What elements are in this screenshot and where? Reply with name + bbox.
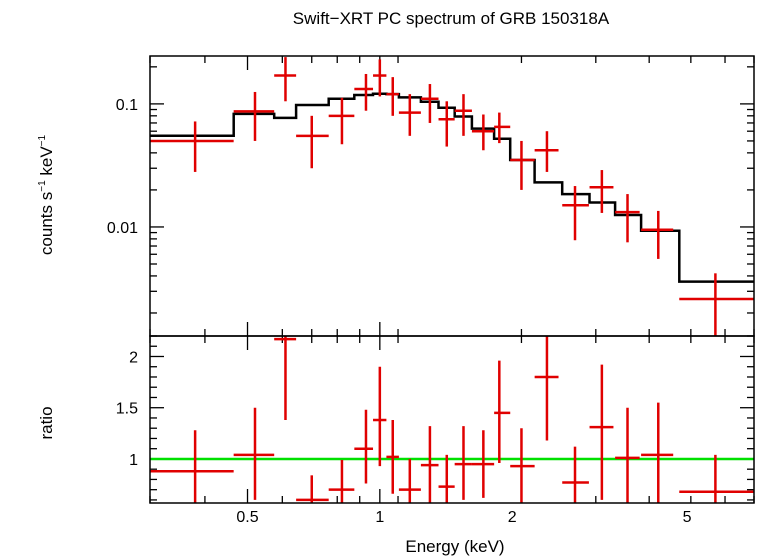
spectrum-point	[494, 112, 511, 144]
spectrum-point	[641, 210, 674, 259]
spectrum-data-points	[150, 57, 754, 336]
spectrum-point	[398, 94, 421, 136]
spectrum-point	[373, 59, 387, 97]
spectrum-point	[274, 57, 297, 102]
ratio-point	[510, 428, 535, 503]
ratio-point	[471, 430, 495, 498]
ratio-point	[438, 454, 455, 503]
ratio-point	[420, 426, 439, 503]
ratio-point	[328, 459, 355, 503]
spectrum-point	[615, 194, 640, 243]
spectrum-point	[510, 140, 535, 190]
ratio-point	[494, 360, 511, 464]
spectrum-point	[420, 84, 439, 123]
model-curve	[150, 92, 754, 283]
y-axis-label-top: counts s−1 keV−1	[37, 134, 56, 255]
ratio-point	[233, 407, 275, 500]
ratio-point	[373, 366, 387, 467]
chart-title: Swift−XRT PC spectrum of GRB 150318A	[293, 9, 610, 28]
ratio-point	[589, 364, 614, 500]
spectrum-axes: 0.1 0.01	[107, 56, 755, 336]
y-tick-label: 0.01	[107, 220, 138, 237]
x-tick-label: 5	[683, 509, 692, 526]
panel-frames	[149, 55, 755, 504]
spectrum-point	[679, 273, 754, 336]
spectrum-point	[534, 131, 559, 172]
ratio-point	[534, 336, 559, 441]
ratio-point	[354, 409, 374, 484]
ratio-point	[274, 336, 297, 421]
spectrum-point	[454, 94, 472, 136]
spectrum-point	[150, 121, 234, 172]
ratio-point	[296, 475, 329, 503]
ratio-frame	[149, 335, 755, 504]
ratio-point	[641, 402, 674, 503]
spectrum-point	[471, 114, 495, 151]
spectrum-point	[438, 101, 455, 147]
spectrum-point	[296, 115, 329, 169]
ratio-point	[679, 454, 754, 503]
y-tick-label: 1.5	[116, 401, 138, 418]
spectrum-point	[233, 91, 275, 141]
ratio-data-points	[150, 336, 754, 503]
spectrum-point	[328, 97, 355, 145]
y-tick-label: 0.1	[116, 97, 138, 114]
ratio-point	[562, 446, 589, 503]
y-tick-label: 2	[129, 349, 138, 366]
spectrum-point	[354, 73, 374, 111]
ratio-point	[386, 420, 399, 494]
x-tick-label: 0.5	[236, 509, 258, 526]
y-tick-label: 1	[129, 452, 138, 469]
ratio-point	[398, 458, 421, 503]
ratio-point	[454, 426, 472, 500]
model-histogram	[150, 92, 754, 283]
spectrum-point	[386, 77, 399, 116]
spectrum-point	[562, 186, 589, 241]
spectrum-point	[589, 170, 614, 213]
ratio-point	[615, 407, 640, 503]
y-axis-label-bottom: ratio	[37, 406, 56, 439]
ratio-point	[150, 430, 234, 503]
x-tick-label: 2	[508, 509, 517, 526]
spectrum-frame	[149, 55, 755, 337]
x-tick-label: 1	[375, 509, 384, 526]
x-axis-label: Energy (keV)	[405, 537, 504, 556]
